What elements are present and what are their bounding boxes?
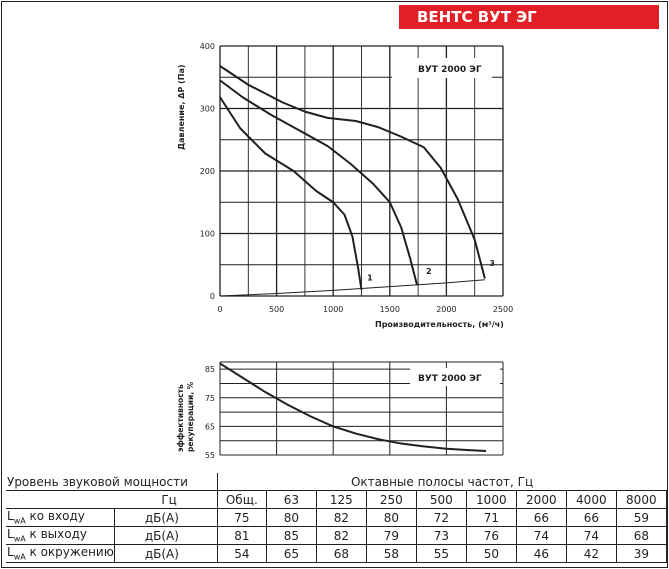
efficiency-ticks: 55 65 75 85 [205, 365, 215, 460]
table-cell: 68 [315, 544, 367, 563]
table-row: LwA ко входу дБ(А) 75 80 82 80 72 71 66 66 59 [6, 508, 667, 527]
row-label: LwA к окружению [6, 544, 115, 563]
table-cell: 80 [365, 508, 417, 527]
pressure-model-label: ВУТ 2000 ЭГ [418, 65, 482, 75]
table-cell: 82 [315, 526, 367, 545]
table-cell: 76 [465, 526, 517, 545]
table-cell: 74 [515, 526, 567, 545]
table-cell: 75 [216, 508, 267, 527]
column-header: Общ. [216, 490, 267, 509]
table-cell: 79 [365, 526, 417, 545]
table-cell: 65 [265, 544, 317, 563]
table-cell: 39 [615, 544, 667, 563]
pressure-x-tick-label: 0 [217, 305, 222, 314]
row-unit: дБ(А) [113, 544, 218, 563]
column-header: 1000 [465, 490, 517, 509]
efficiency-y-tick-label: 65 [205, 422, 215, 431]
pressure-chart: 0 500 1000 1500 2000 2500 0 100 200 300 400 1 2 3 ВУ… [177, 42, 513, 329]
row-label: LwA к выходу [6, 526, 115, 545]
pressure-curve-labels: 1 2 3 [367, 259, 495, 282]
pressure-y-tick-label: 200 [200, 167, 215, 176]
column-header: 4000 [565, 490, 617, 509]
noise-table-title: Уровень звуковой мощности [7, 474, 188, 489]
table-cell: 68 [615, 526, 667, 545]
pressure-grid [219, 45, 504, 297]
table-cell: 72 [415, 508, 467, 527]
table-cell: 55 [415, 544, 467, 563]
hz-label: Гц [6, 490, 218, 509]
table-cell: 54 [216, 544, 267, 563]
pressure-series-line-system [219, 279, 485, 297]
table-cell: 81 [216, 526, 267, 545]
pressure-series-line-2 [219, 79, 418, 286]
efficiency-y-tick-label: 85 [205, 365, 215, 374]
table-cell: 50 [465, 544, 517, 563]
noise-table: Уровень звуковой мощности Октавные полос… [6, 473, 667, 563]
efficiency-series-line [219, 362, 487, 452]
pressure-x-tick-label: 2000 [436, 305, 456, 314]
table-cell: 85 [265, 526, 317, 545]
pressure-model-box [392, 58, 492, 78]
table-cell: 59 [615, 508, 667, 527]
row-unit: дБ(А) [113, 508, 218, 527]
table-cell: 66 [515, 508, 567, 527]
efficiency-y-label-line1: эффективность [176, 384, 185, 452]
table-cell: 80 [265, 508, 317, 527]
pressure-ticks: 0 500 1000 1500 2000 2500 0 100 200 300 400 [200, 42, 513, 314]
pressure-y-axis-label: Давление, ΔP (Па) [177, 65, 186, 151]
efficiency-y-tick-label: 55 [205, 451, 215, 460]
column-header: 2000 [515, 490, 567, 509]
table-cell: 73 [415, 526, 467, 545]
bands-title: Октавные полосы частот, Гц [216, 473, 667, 491]
pressure-y-tick-label: 100 [200, 230, 215, 239]
table-cell: 58 [365, 544, 417, 563]
table-cell: 82 [315, 508, 367, 527]
column-header: 250 [365, 490, 417, 509]
row-unit: дБ(А) [113, 526, 218, 545]
table-cell: 42 [565, 544, 617, 563]
efficiency-series [219, 362, 487, 452]
column-header: 500 [415, 490, 467, 509]
table-cell: 66 [565, 508, 617, 527]
pressure-series-line-1 [219, 96, 363, 290]
efficiency-chart: 55 65 75 85 ВУТ 2000 ЭГ эффективность рекуп… [176, 361, 504, 460]
table-row: LwA к окружению дБ(А) 54 65 68 58 55 50 46 42 39 [6, 544, 667, 563]
pressure-y-tick-label: 0 [210, 292, 215, 301]
pressure-x-tick-label: 2500 [493, 305, 513, 314]
header-row: Гц Общ. 63 125 250 500 1000 2000 4000 8000 [6, 490, 667, 509]
pressure-x-axis-label: Производительность, (м³/ч) [375, 320, 504, 329]
pressure-y-tick-label: 300 [200, 105, 215, 114]
column-header: 125 [315, 490, 367, 509]
pressure-series-line-3 [219, 65, 486, 279]
efficiency-model-label: ВУТ 2000 ЭГ [418, 374, 482, 384]
pressure-x-tick-label: 1500 [380, 305, 400, 314]
column-header: 8000 [615, 490, 667, 509]
efficiency-model-box [410, 368, 500, 386]
pressure-x-tick-label: 500 [269, 305, 284, 314]
efficiency-y-tick-label: 75 [205, 394, 215, 403]
pressure-curve-label: 3 [489, 259, 495, 268]
pressure-x-tick-label: 1000 [323, 305, 343, 314]
row-label: LwA ко входу [6, 508, 115, 527]
table-row: LwA к выходу дБ(А) 81 85 82 79 73 76 74 74 68 [6, 526, 667, 545]
pressure-curve-label: 2 [426, 267, 432, 276]
column-header: 63 [265, 490, 317, 509]
table-cell: 71 [465, 508, 517, 527]
pressure-y-tick-label: 400 [200, 42, 215, 51]
pressure-curve-label: 1 [367, 273, 373, 282]
table-cell: 74 [565, 526, 617, 545]
pressure-series [219, 65, 486, 297]
table-cell: 46 [515, 544, 567, 563]
efficiency-y-label-line2: рекуперации, % [186, 381, 195, 452]
brand-banner: ВЕНТС ВУТ ЭГ [399, 5, 659, 29]
